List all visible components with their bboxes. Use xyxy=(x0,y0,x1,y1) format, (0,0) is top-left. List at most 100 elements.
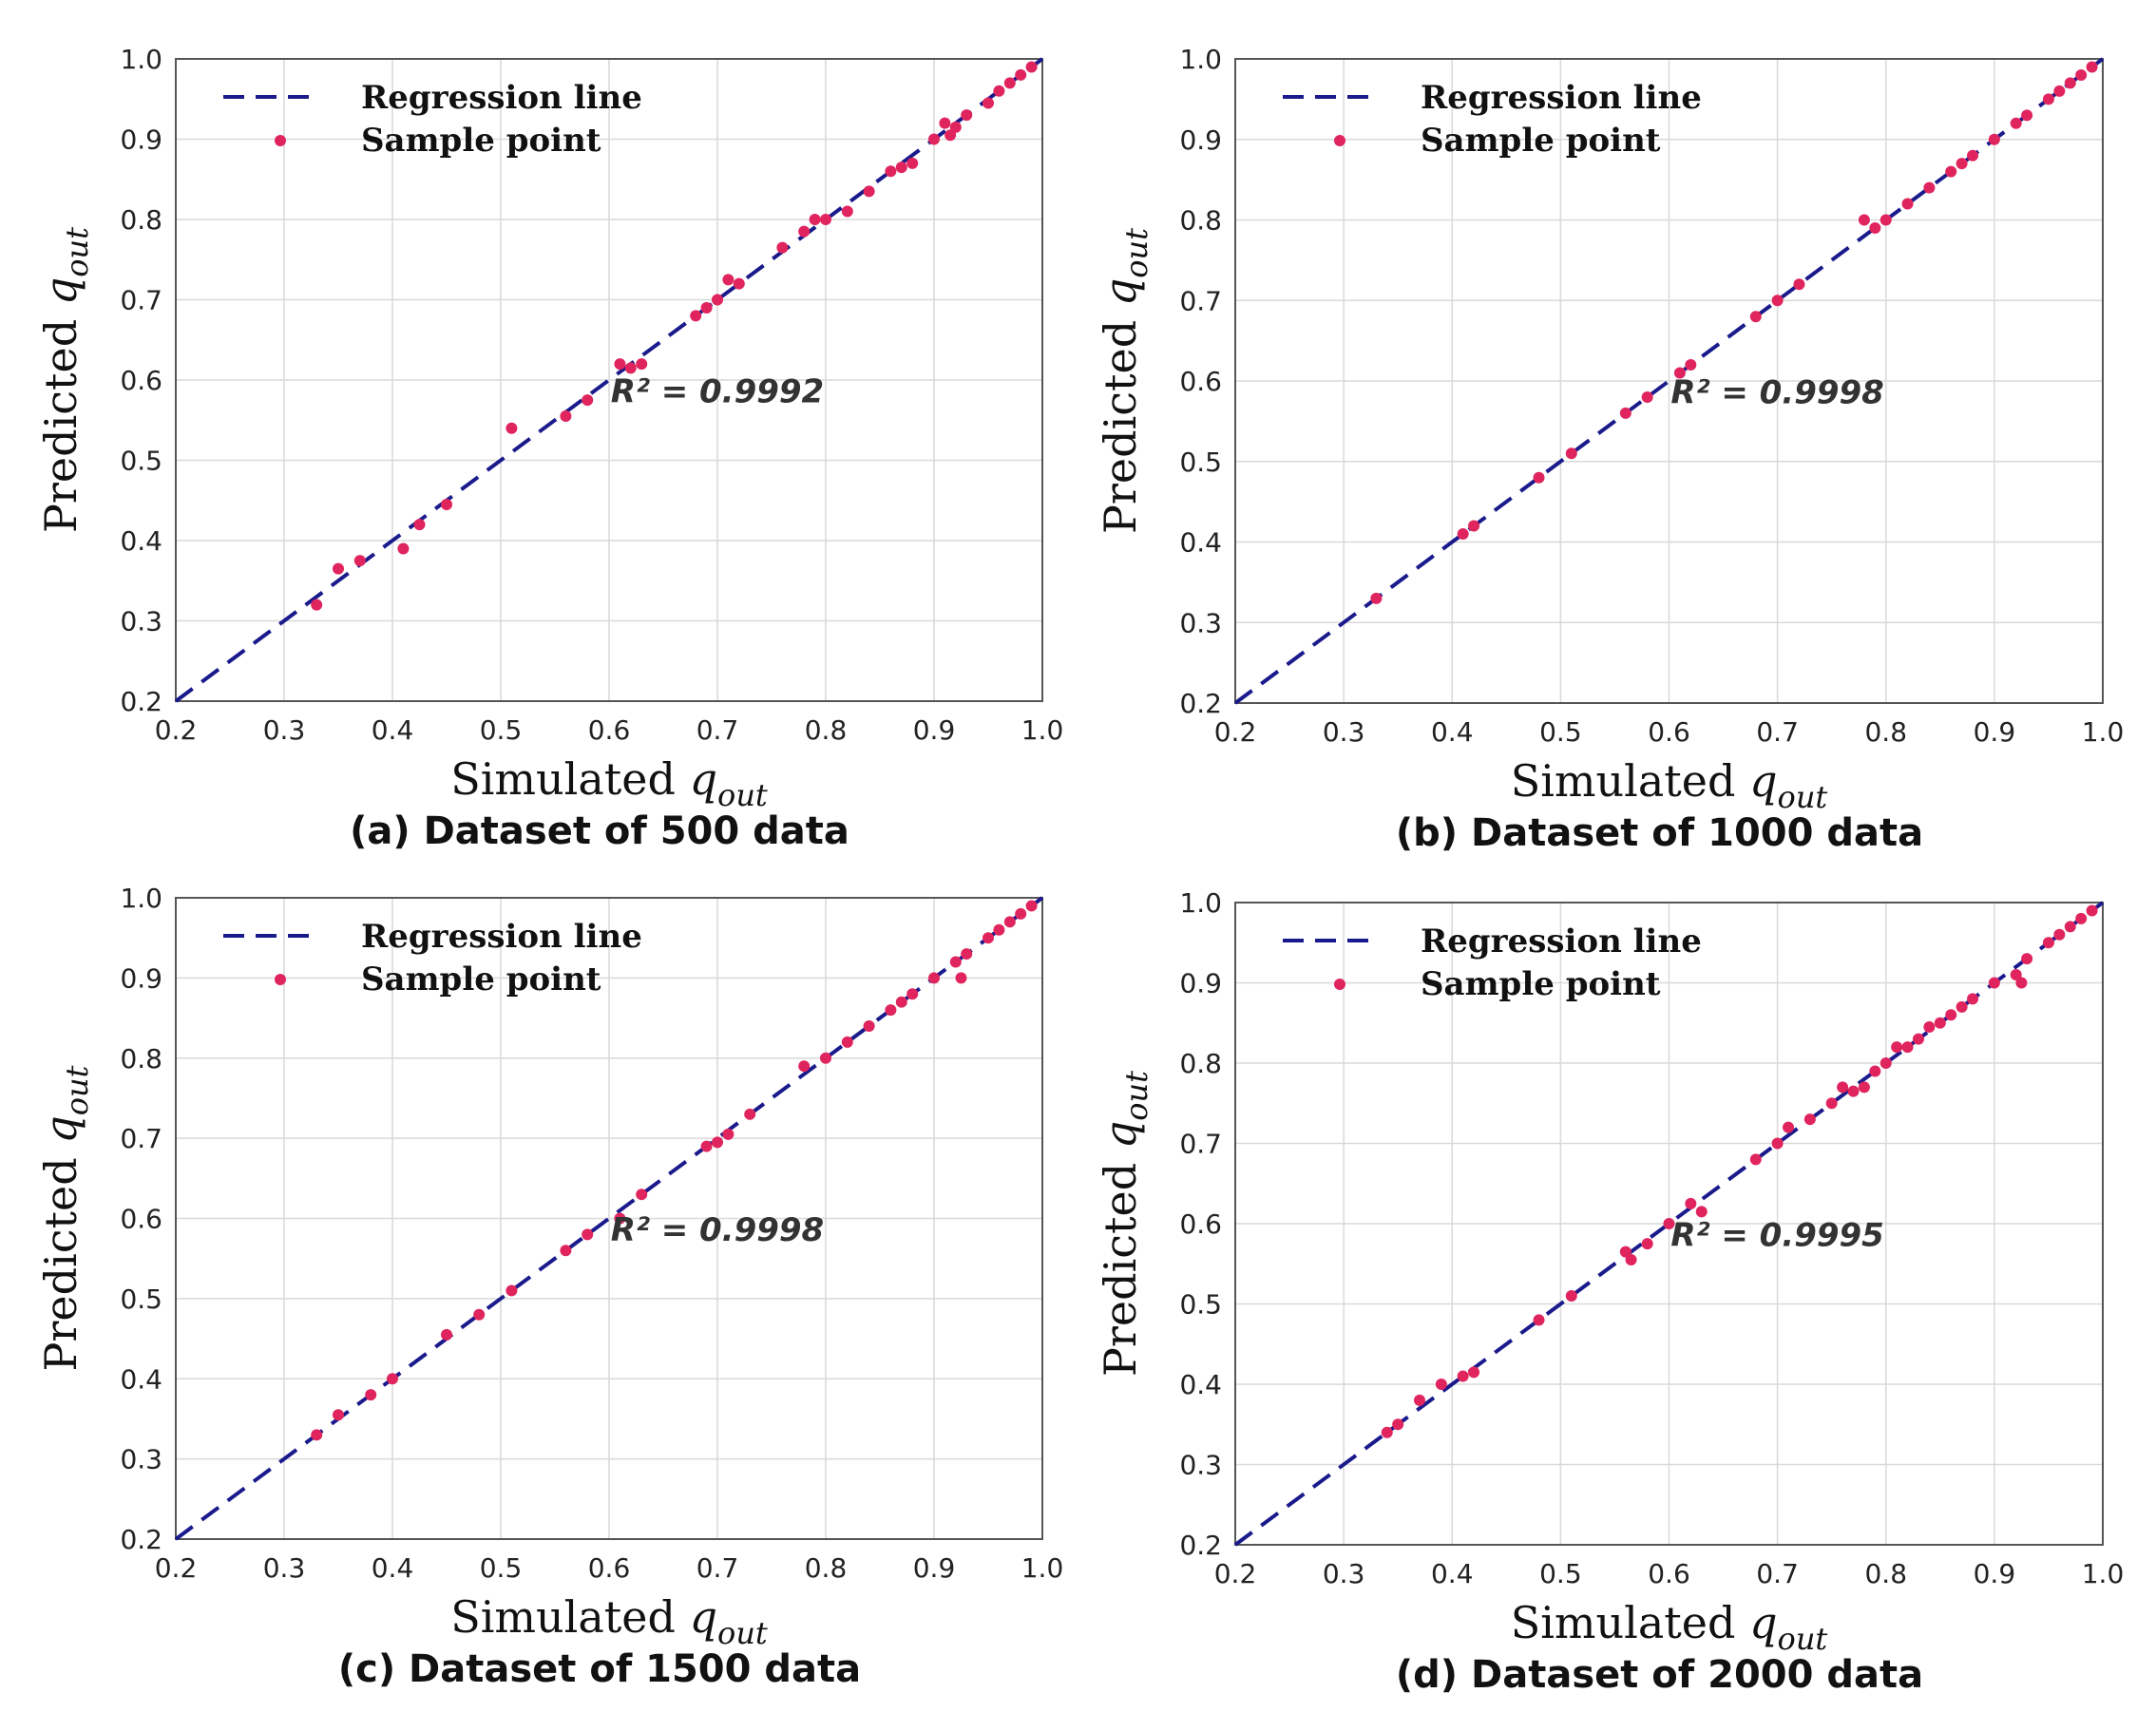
y-tick-label: 0.6 xyxy=(1179,1208,1222,1240)
plot-frame xyxy=(175,58,1043,702)
y-tick-label: 0.8 xyxy=(1179,1048,1222,1079)
sample-point xyxy=(1793,278,1805,291)
sample-point xyxy=(1945,1009,1957,1021)
sample-point xyxy=(1945,165,1957,178)
sample-point xyxy=(614,1212,626,1225)
x-tick-label: 0.3 xyxy=(263,714,306,746)
sample-point xyxy=(1370,592,1383,604)
x-tick-label: 0.4 xyxy=(372,1552,414,1584)
panel-d: 0.20.2 0.3 0.3 0.4 0.4 0.5 0.5 0.6 0.6 0.7 0.7 0.8 0… xyxy=(1095,887,2124,1697)
y-tick-label: 0.9 xyxy=(120,124,162,156)
sample-point xyxy=(2042,93,2054,105)
sample-point xyxy=(1771,295,1784,307)
x-axis-label: Simulated qout xyxy=(1511,1597,1828,1657)
y-axis-label-var: q xyxy=(35,277,86,305)
x-tick-label: 0.2 xyxy=(155,714,198,746)
sample-point xyxy=(1825,1097,1838,1110)
sample-point xyxy=(1457,528,1469,541)
x-tick-label: 0.9 xyxy=(913,714,956,746)
x-tick-label: 0.2 xyxy=(1214,716,1257,748)
sample-point xyxy=(1803,1113,1816,1126)
sample-point xyxy=(1891,1041,1903,1054)
sample-point xyxy=(895,996,907,1008)
x-axis-label: Simulated qout xyxy=(450,753,768,813)
y-tick-label: 1.0 xyxy=(1179,887,1222,919)
y-tick-label: 0.5 xyxy=(1179,447,1222,478)
y-tick-label: 0.4 xyxy=(120,1363,162,1395)
sample-point xyxy=(1015,907,1027,920)
sample-point xyxy=(1967,149,1979,162)
sample-point xyxy=(2053,928,2066,941)
panel-caption: (b) Dataset of 1000 data xyxy=(1396,811,1923,855)
y-tick-label: 0.8 xyxy=(1179,205,1222,237)
y-axis-label-sub: out xyxy=(1118,1071,1154,1121)
y-tick-label: 0.9 xyxy=(1179,968,1222,999)
x-tick-label: 0.8 xyxy=(805,1552,848,1584)
y-tick-label: 0.3 xyxy=(1179,607,1222,638)
y-tick-label: 0.2 xyxy=(120,1524,162,1555)
y-axis-label-sub: out xyxy=(59,227,95,277)
sample-point xyxy=(311,1429,323,1441)
sample-point xyxy=(1414,1394,1426,1406)
y-tick-label: 0.2 xyxy=(120,686,162,717)
sample-point xyxy=(733,277,745,290)
sample-point xyxy=(895,162,907,174)
sample-point xyxy=(841,205,853,218)
x-axis-label-sub: out xyxy=(717,1615,768,1651)
sample-point xyxy=(1533,1314,1545,1326)
legend-point-swatch xyxy=(1334,135,1345,146)
x-tick-label: 0.3 xyxy=(1323,1558,1365,1589)
regression-line xyxy=(174,57,1044,703)
y-axis-label-sub: out xyxy=(59,1065,95,1115)
sample-point xyxy=(1695,1206,1708,1218)
sample-point xyxy=(944,129,957,142)
panel-a: 0.20.2 0.3 0.3 0.4 0.4 0.5 0.5 0.6 0.6 0.7 0.7 0.8 0… xyxy=(35,44,1063,853)
x-axis-label-sub: out xyxy=(717,777,768,813)
sample-point xyxy=(441,498,452,510)
sample-point xyxy=(809,214,821,225)
x-tick-label: 0.5 xyxy=(1539,1558,1582,1589)
x-tick-label: 0.2 xyxy=(1214,1558,1257,1589)
x-tick-label: 0.6 xyxy=(588,714,631,746)
panel-caption: (a) Dataset of 500 data xyxy=(350,809,849,853)
sample-point xyxy=(1901,1041,1914,1054)
sample-point xyxy=(961,109,973,122)
sample-point xyxy=(690,310,702,322)
sample-point xyxy=(333,1409,344,1421)
y-tick-label: 0.4 xyxy=(120,525,162,557)
y-axis-label-var: q xyxy=(1095,1121,1146,1149)
regression-line xyxy=(1233,901,2105,1547)
sample-point xyxy=(1749,1153,1762,1166)
sample-point xyxy=(1685,1197,1697,1209)
sample-point xyxy=(397,542,410,555)
sample-point xyxy=(582,1228,594,1241)
y-axis-label-text: Predicted xyxy=(1095,1149,1146,1377)
sample-point xyxy=(798,225,811,238)
y-tick-label: 0.8 xyxy=(120,204,162,236)
sample-point xyxy=(1771,1137,1784,1150)
sample-point xyxy=(1565,1290,1577,1303)
sample-point xyxy=(365,1389,377,1401)
x-tick-label: 0.7 xyxy=(696,1552,739,1584)
y-tick-label: 0.5 xyxy=(120,1284,162,1315)
sample-point xyxy=(1392,1418,1404,1431)
y-axis-label: Predicted qout xyxy=(1095,1071,1154,1377)
x-tick-label: 1.0 xyxy=(2082,716,2125,748)
x-tick-label: 1.0 xyxy=(1021,1552,1064,1584)
sample-point xyxy=(2086,904,2098,917)
sample-point xyxy=(560,1245,572,1257)
sample-point xyxy=(1533,471,1545,484)
x-tick-label: 0.4 xyxy=(1431,716,1474,748)
sample-point xyxy=(636,1189,648,1201)
x-tick-label: 0.3 xyxy=(1323,716,1365,748)
sample-point xyxy=(1619,407,1631,419)
sample-point xyxy=(473,1308,486,1321)
x-axis-label-var: q xyxy=(1749,1597,1777,1648)
sample-point xyxy=(1641,1238,1653,1250)
sample-point xyxy=(820,214,831,225)
sample-point xyxy=(906,988,919,1000)
x-axis-label: Simulated qout xyxy=(1511,755,1828,815)
y-tick-label: 0.9 xyxy=(120,962,162,994)
legend-label-regression: Regression line xyxy=(1421,79,1702,117)
sample-point xyxy=(1879,1057,1892,1069)
